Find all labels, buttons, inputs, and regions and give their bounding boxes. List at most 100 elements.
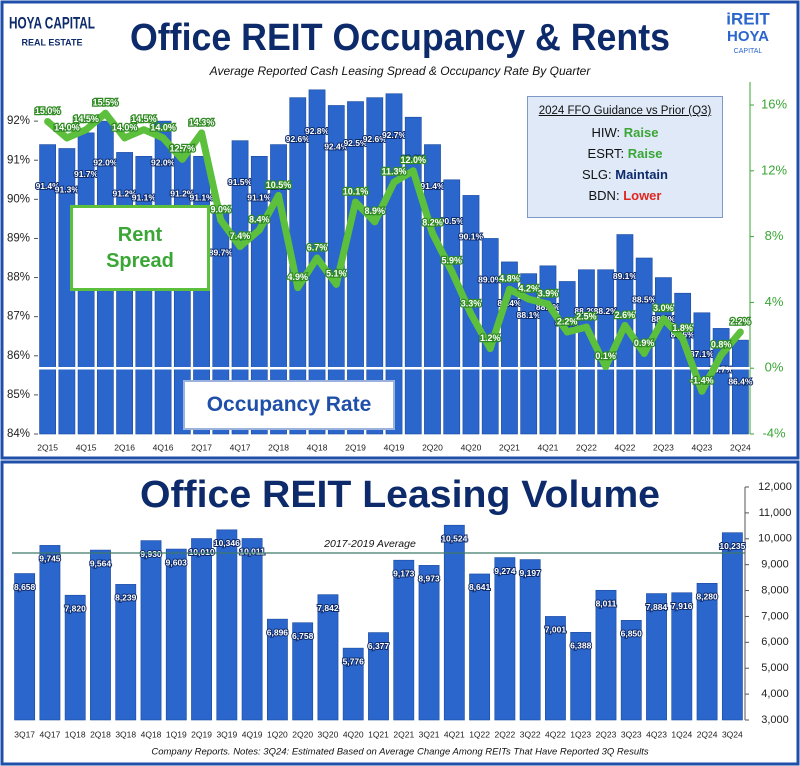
x-tick-label: 3Q20 xyxy=(318,729,339,739)
line-point xyxy=(679,335,687,343)
y-tick-label: 5,000 xyxy=(761,662,789,674)
bar xyxy=(721,532,743,721)
bar-value-label: 10,235 xyxy=(719,541,745,551)
y2-tick-label: 4% xyxy=(765,294,784,309)
y-tick-label: 85% xyxy=(7,389,30,401)
bar-value-label: 88.2% xyxy=(594,306,619,316)
x-tick-label: 4Q21 xyxy=(444,729,465,739)
x-tick-label: 4Q16 xyxy=(153,442,174,452)
line-value-label: 6.7% xyxy=(307,242,328,252)
bar xyxy=(418,565,440,721)
line-point xyxy=(44,117,52,125)
y-tick-label: 4,000 xyxy=(761,688,789,700)
line-point xyxy=(101,109,109,117)
bar xyxy=(342,647,364,721)
bar xyxy=(696,583,718,721)
x-tick-label: 2Q22 xyxy=(576,442,597,452)
bar-value-label: 91.1% xyxy=(190,193,215,203)
x-tick-label: 4Q18 xyxy=(307,442,328,452)
x-tick-label: 4Q19 xyxy=(384,442,405,452)
guidance-box: 2024 FFO Guidance vs Prior (Q3) HIW: Rai… xyxy=(527,96,723,218)
y-tick-label: 8,000 xyxy=(761,584,789,596)
line-value-label: 2.6% xyxy=(615,310,636,320)
line-value-label: 3.0% xyxy=(653,303,674,313)
bar-value-label: 92.6% xyxy=(363,134,388,144)
x-tick-label: 2Q18 xyxy=(90,729,111,739)
y-tick-label: 6,000 xyxy=(761,636,789,648)
y2-tick-label: 12% xyxy=(761,162,787,177)
bar-value-label: 92.6% xyxy=(286,134,311,144)
line-value-label: 14.5% xyxy=(73,114,99,124)
line-point xyxy=(332,280,340,288)
y-tick-label: 84% xyxy=(7,428,30,440)
x-tick-label: 1Q23 xyxy=(570,729,591,739)
reference-line-label: 2017-2019 Average xyxy=(323,538,416,550)
line-value-label: 14.3% xyxy=(189,117,215,127)
bar xyxy=(393,559,415,721)
x-tick-label: 2Q16 xyxy=(114,442,135,452)
bar xyxy=(14,573,36,721)
line-point xyxy=(659,315,667,323)
bar-value-label: 7,842 xyxy=(317,603,339,613)
guidance-title: 2024 FFO Guidance vs Prior (Q3) xyxy=(538,105,712,117)
bar-value-label: 90.1% xyxy=(459,232,484,242)
line-point xyxy=(390,178,398,186)
bar-value-label: 92.8% xyxy=(305,126,330,136)
bar xyxy=(595,589,617,721)
chart-title: Office REIT Occupancy & Rents xyxy=(130,17,670,59)
rent-spread-legend: Rent Spread xyxy=(70,205,210,291)
bar xyxy=(231,140,249,435)
guidance-row: HIW: Raise xyxy=(528,122,722,143)
x-tick-label: 4Q17 xyxy=(230,442,251,452)
x-tick-label: 4Q20 xyxy=(343,729,364,739)
x-tick-label: 3Q23 xyxy=(621,729,642,739)
bar-value-label: 91.4% xyxy=(266,181,291,191)
y-tick-label: 89% xyxy=(7,232,30,244)
line-point xyxy=(544,300,552,308)
bar xyxy=(140,540,162,721)
right-logo-line: iREIT xyxy=(726,9,770,28)
left-logo-line: REAL ESTATE xyxy=(21,37,82,47)
bar xyxy=(292,622,314,721)
bar-value-label: 89.1% xyxy=(613,271,638,281)
y-tick-label: 90% xyxy=(7,193,30,205)
bar-value-label: 6,388 xyxy=(570,641,592,651)
x-tick-label: 4Q22 xyxy=(615,442,636,452)
bar xyxy=(671,592,693,721)
x-tick-label: 4Q21 xyxy=(538,442,559,452)
guidance-row: BDN: Lower xyxy=(528,185,722,206)
bar-value-label: 86.4% xyxy=(728,376,753,386)
bar-value-label: 8,973 xyxy=(418,574,440,584)
x-tick-label: 2Q17 xyxy=(191,442,212,452)
bar-value-label: 6,896 xyxy=(267,627,289,637)
line-point xyxy=(525,295,533,303)
x-tick-label: 3Q24 xyxy=(722,729,743,739)
y-tick-label: 10,000 xyxy=(758,533,792,545)
line-value-label: 4.8% xyxy=(499,274,520,284)
x-tick-label: 3Q22 xyxy=(520,729,541,739)
bar-value-label: 91.5% xyxy=(228,177,253,187)
x-tick-label: 2Q15 xyxy=(37,442,58,452)
bar xyxy=(39,545,61,721)
line-value-label: 2.5% xyxy=(576,311,597,321)
bar-value-label: 6,850 xyxy=(621,629,643,639)
x-tick-label: 1Q24 xyxy=(671,729,692,739)
footer-note: Company Reports. Notes: 3Q24: Estimated … xyxy=(151,747,649,758)
bar-value-label: 92.1% xyxy=(401,153,426,163)
bar xyxy=(165,548,187,721)
line-point xyxy=(178,155,186,163)
bar-value-label: 5,776 xyxy=(343,656,365,666)
x-tick-label: 3Q17 xyxy=(14,729,35,739)
bar xyxy=(90,549,111,721)
line-point xyxy=(698,387,706,395)
line-value-label: 3.3% xyxy=(461,298,482,308)
line-value-label: 14.0% xyxy=(112,122,138,132)
bar xyxy=(368,632,389,721)
x-tick-label: 3Q18 xyxy=(115,729,136,739)
line-value-label: 15.0% xyxy=(35,106,61,116)
line-point xyxy=(217,216,225,224)
line-point xyxy=(352,198,360,206)
x-tick-label: 2Q24 xyxy=(730,442,751,452)
guidance-company: SLG: xyxy=(582,167,612,182)
bar-value-label: 88.5% xyxy=(632,294,657,304)
